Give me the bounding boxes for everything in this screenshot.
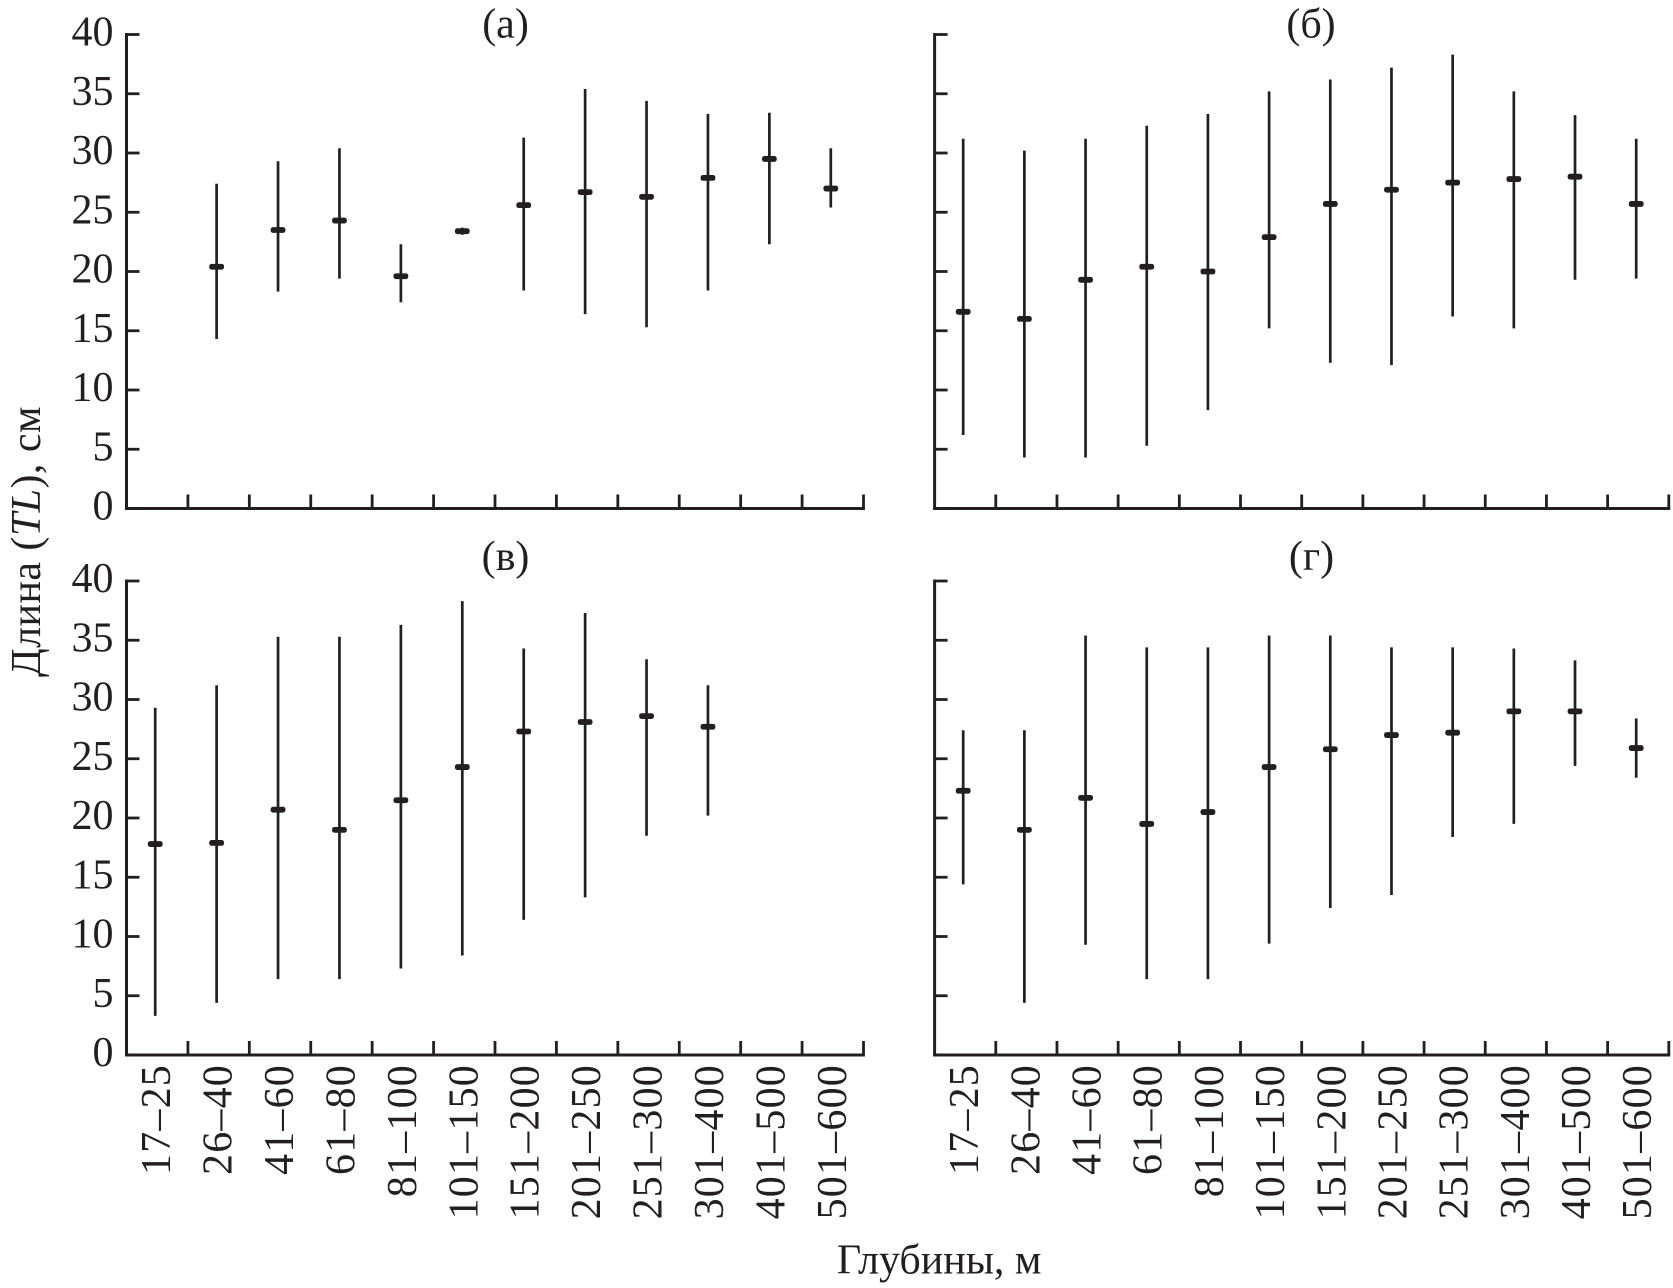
svg-text:151–200: 151–200: [503, 1064, 549, 1219]
svg-text:20: 20: [72, 793, 114, 839]
svg-text:61–80: 61–80: [318, 1064, 364, 1175]
svg-text:301–400: 301–400: [687, 1064, 733, 1219]
svg-text:251–300: 251–300: [626, 1064, 672, 1219]
svg-text:20: 20: [72, 247, 114, 293]
svg-text:301–400: 301–400: [1493, 1064, 1539, 1219]
svg-text:17–25: 17–25: [134, 1064, 180, 1175]
svg-text:(г): (г): [1289, 534, 1334, 580]
svg-text:401–500: 401–500: [748, 1064, 794, 1219]
svg-text:(а): (а): [482, 2, 529, 48]
svg-text:0: 0: [93, 484, 114, 530]
svg-text:501–600: 501–600: [1615, 1064, 1661, 1219]
svg-text:30: 30: [72, 128, 114, 174]
svg-text:26–40: 26–40: [196, 1064, 242, 1175]
svg-text:151–200: 151–200: [1309, 1064, 1355, 1219]
svg-text:(б): (б): [1286, 2, 1335, 48]
svg-text:15: 15: [72, 852, 114, 898]
svg-text:501–600: 501–600: [810, 1064, 856, 1219]
svg-text:Длина (TL), см: Длина (TL), см: [4, 406, 50, 677]
svg-text:201–250: 201–250: [1370, 1064, 1416, 1219]
svg-text:35: 35: [72, 69, 114, 115]
svg-text:81–100: 81–100: [1187, 1064, 1233, 1197]
svg-text:10: 10: [72, 365, 114, 411]
svg-text:41–60: 41–60: [257, 1064, 303, 1175]
svg-text:Глубины, м: Глубины, м: [837, 1237, 1042, 1283]
svg-text:10: 10: [72, 912, 114, 958]
svg-text:5: 5: [93, 971, 114, 1017]
svg-text:15: 15: [72, 306, 114, 352]
svg-text:101–150: 101–150: [441, 1064, 487, 1219]
svg-text:40: 40: [72, 556, 114, 602]
svg-text:201–250: 201–250: [564, 1064, 610, 1219]
svg-text:61–80: 61–80: [1126, 1064, 1172, 1175]
svg-text:25: 25: [72, 187, 114, 233]
svg-text:30: 30: [72, 675, 114, 721]
svg-text:101–150: 101–150: [1248, 1064, 1294, 1219]
svg-text:401–500: 401–500: [1554, 1064, 1600, 1219]
svg-text:25: 25: [72, 734, 114, 780]
svg-text:26–40: 26–40: [1003, 1064, 1049, 1175]
svg-text:17–25: 17–25: [942, 1064, 988, 1175]
svg-text:0: 0: [93, 1030, 114, 1076]
svg-text:35: 35: [72, 615, 114, 661]
svg-text:41–60: 41–60: [1065, 1064, 1111, 1175]
svg-text:251–300: 251–300: [1432, 1064, 1478, 1219]
svg-text:81–100: 81–100: [380, 1064, 426, 1197]
svg-text:40: 40: [72, 10, 114, 56]
svg-text:(в): (в): [482, 534, 530, 580]
svg-text:5: 5: [93, 424, 114, 470]
